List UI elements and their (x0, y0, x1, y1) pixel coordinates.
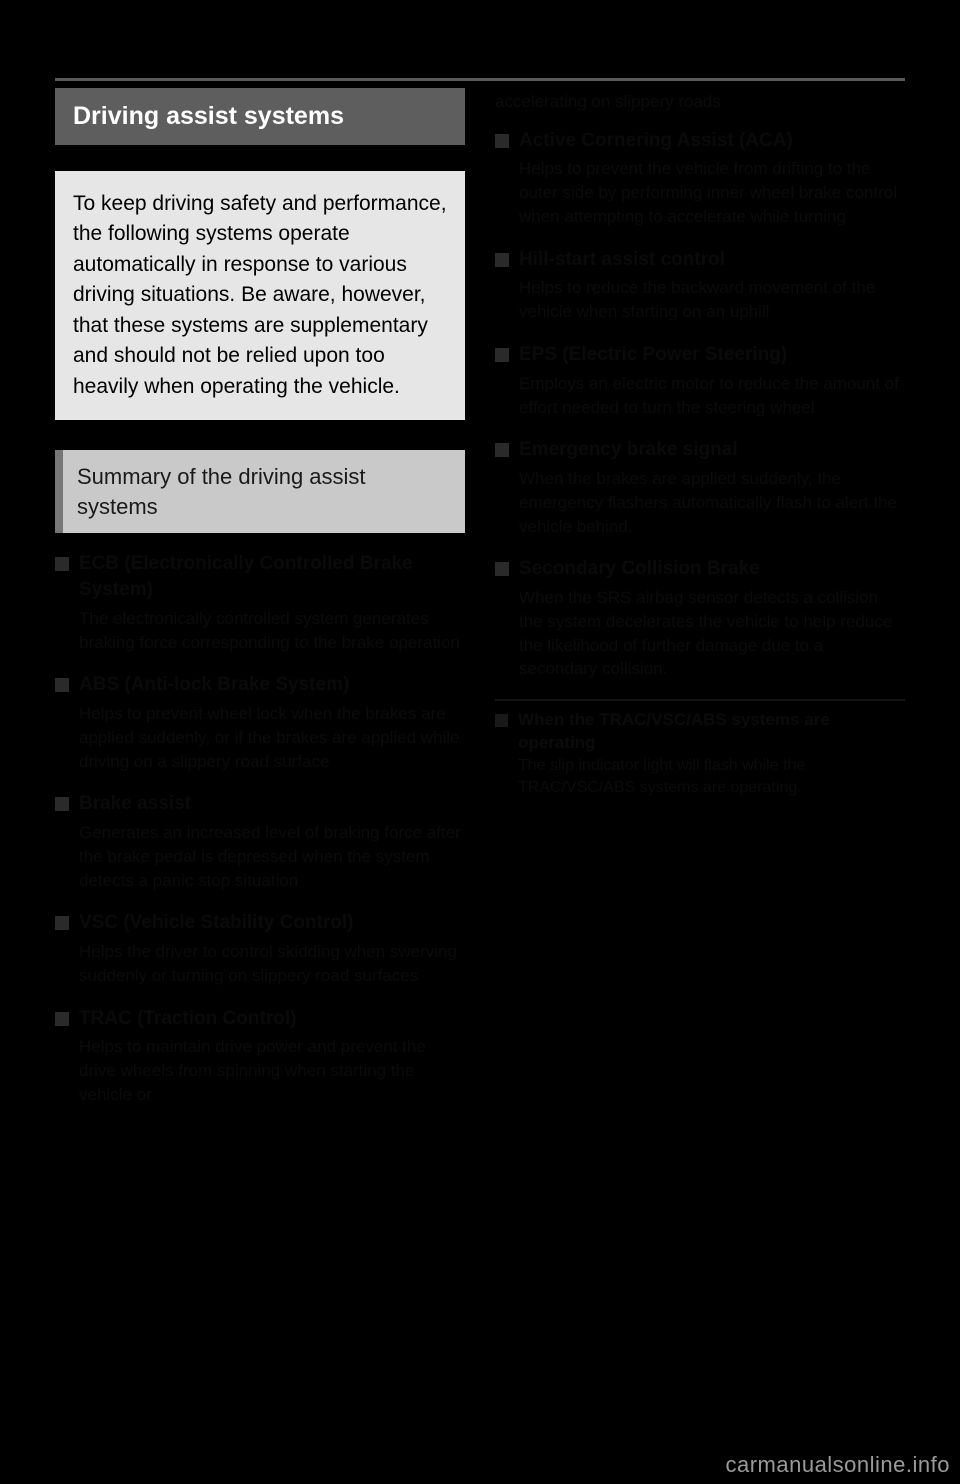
section-body: EPS (Electric Power Steering) Employs an… (519, 342, 905, 425)
section-title: EPS (Electric Power Steering) (519, 342, 905, 368)
section-text: Helps the driver to control skidding whe… (79, 940, 465, 988)
section-body: Brake assist Generates an increased leve… (79, 791, 465, 898)
section-secondary-collision-brake: Secondary Collision Brake When the SRS a… (495, 556, 905, 687)
header-rule (55, 78, 905, 81)
square-bullet-icon (55, 797, 69, 811)
section-text: Helps to maintain drive power and preven… (79, 1035, 465, 1106)
section-body: Emergency brake signal When the brakes a… (519, 437, 905, 544)
section-aca: Active Cornering Assist (ACA) Helps to p… (495, 128, 905, 235)
section-body: Hill-start assist control Helps to reduc… (519, 247, 905, 330)
section-text: When the SRS airbag sensor detects a col… (519, 586, 905, 681)
square-bullet-icon (495, 253, 509, 267)
square-bullet-icon (55, 916, 69, 930)
section-text: Helps to prevent the vehicle from drifti… (519, 157, 905, 228)
watermark-text: carmanualsonline.info (725, 1452, 950, 1478)
section-emergency-brake-signal: Emergency brake signal When the brakes a… (495, 437, 905, 544)
section-body: TRAC (Traction Control) Helps to maintai… (79, 1006, 465, 1113)
section-title: Brake assist (79, 791, 465, 817)
section-title: ABS (Anti-lock Brake System) (79, 672, 465, 698)
section-title: VSC (Vehicle Stability Control) (79, 910, 465, 936)
section-text: Employs an electric motor to reduce the … (519, 372, 905, 420)
section-brake-assist: Brake assist Generates an increased leve… (55, 791, 465, 898)
page: Driving assist systems To keep driving s… (0, 0, 960, 1484)
column-layout: Driving assist systems To keep driving s… (55, 88, 905, 1125)
square-bullet-icon (495, 714, 508, 727)
section-trac: TRAC (Traction Control) Helps to maintai… (55, 1006, 465, 1113)
section-text: The electronically controlled system gen… (79, 607, 465, 655)
right-column: accelerating on slippery roads Active Co… (495, 88, 905, 1125)
section-title: ECB (Electronically Controlled Brake Sys… (79, 551, 465, 602)
section-body: ABS (Anti-lock Brake System) Helps to pr… (79, 672, 465, 779)
section-text: When the brakes are applied suddenly, th… (519, 467, 905, 538)
section-body: Secondary Collision Brake When the SRS a… (519, 556, 905, 687)
section-ecb: ECB (Electronically Controlled Brake Sys… (55, 551, 465, 660)
square-bullet-icon (495, 348, 509, 362)
section-abs: ABS (Anti-lock Brake System) Helps to pr… (55, 672, 465, 779)
note-text: The slip indicator light will flash whil… (518, 755, 905, 800)
square-bullet-icon (495, 443, 509, 457)
square-bullet-icon (55, 1012, 69, 1026)
section-text: Helps to reduce the backward movement of… (519, 276, 905, 324)
subheading-box: Summary of the driving assist systems (55, 450, 465, 533)
intro-text: To keep driving safety and performance, … (73, 192, 447, 398)
square-bullet-icon (495, 134, 509, 148)
note-body: When the TRAC/VSC/ABS systems are operat… (518, 709, 905, 800)
left-column: Driving assist systems To keep driving s… (55, 88, 465, 1125)
intro-box: To keep driving safety and performance, … (55, 171, 465, 420)
page-title: Driving assist systems (73, 102, 344, 130)
square-bullet-icon (55, 678, 69, 692)
section-title: Secondary Collision Brake (519, 556, 905, 582)
section-text: Helps to prevent wheel lock when the bra… (79, 702, 465, 773)
note-title: When the TRAC/VSC/ABS systems are operat… (518, 709, 905, 755)
section-text-continuation: accelerating on slippery roads (495, 90, 905, 114)
page-title-box: Driving assist systems (55, 88, 465, 145)
section-title: Hill-start assist control (519, 247, 905, 273)
section-vsc: VSC (Vehicle Stability Control) Helps th… (55, 910, 465, 993)
section-body: Active Cornering Assist (ACA) Helps to p… (519, 128, 905, 235)
section-title: Active Cornering Assist (ACA) (519, 128, 905, 154)
section-text: Generates an increased level of braking … (79, 821, 465, 892)
section-body: ECB (Electronically Controlled Brake Sys… (79, 551, 465, 660)
square-bullet-icon (55, 557, 69, 571)
section-body: VSC (Vehicle Stability Control) Helps th… (79, 910, 465, 993)
square-bullet-icon (495, 562, 509, 576)
horizontal-divider (495, 699, 905, 701)
subheading-text: Summary of the driving assist systems (77, 464, 366, 519)
note-section: When the TRAC/VSC/ABS systems are operat… (495, 709, 905, 800)
section-hill-start: Hill-start assist control Helps to reduc… (495, 247, 905, 330)
section-title: TRAC (Traction Control) (79, 1006, 465, 1032)
section-eps: EPS (Electric Power Steering) Employs an… (495, 342, 905, 425)
section-title: Emergency brake signal (519, 437, 905, 463)
